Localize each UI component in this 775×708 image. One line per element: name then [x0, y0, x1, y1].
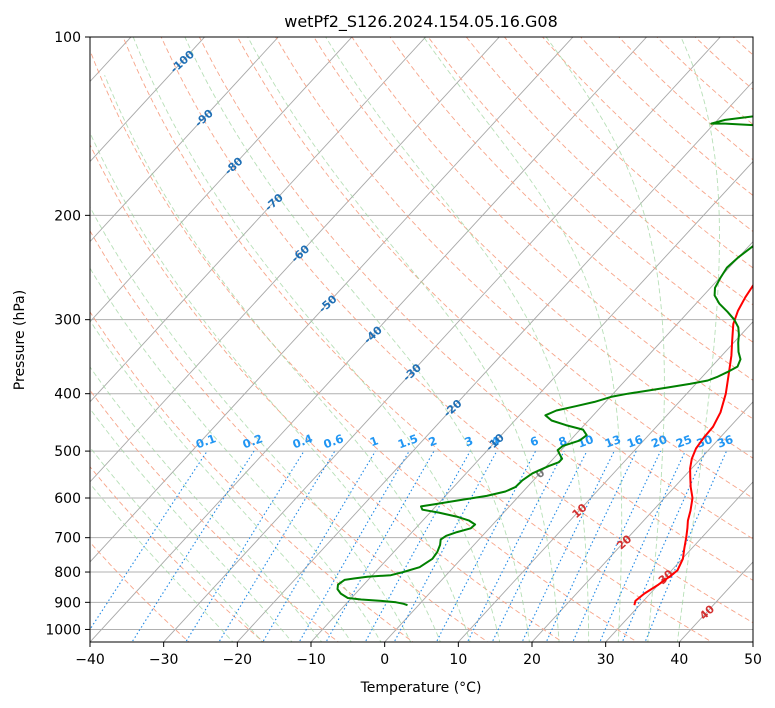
mixing-ratio-labels: 0.1 0.2 0.4 0.6 1 1.5 2 3 4 6 8 10 13 16 20 25 30 36 — [194, 431, 735, 451]
dry-adiabat-line — [313, 37, 753, 459]
moist-adiabat-line — [132, 37, 501, 642]
x-tick-label: −40 — [75, 652, 105, 668]
plot-frame — [89, 36, 754, 643]
temperature-profile-line — [633, 283, 753, 606]
y-tick-label: 1000 — [45, 622, 81, 638]
moist-adiabat-line — [545, 37, 665, 642]
mixing-ratio-label: 20 — [649, 432, 669, 451]
dry-adiabat-line — [122, 37, 713, 642]
y-tick-label: 600 — [54, 491, 81, 507]
isotherm-line — [163, 37, 721, 642]
moist-adiabat-line — [90, 366, 323, 642]
moist-adiabat-line — [184, 37, 530, 642]
mixing-ratio-line — [262, 450, 376, 642]
mixing-ratio-line — [393, 450, 498, 642]
mixing-ratio-line — [572, 450, 662, 642]
background-lines — [90, 37, 753, 642]
moist-adiabat-line — [90, 319, 352, 642]
mixing-ratio-line — [435, 450, 537, 642]
mixing-ratio-label: 0.2 — [241, 431, 265, 451]
mixing-ratio-label: 10 — [576, 432, 596, 451]
moist-adiabat-line — [90, 131, 441, 642]
isotherm-line — [90, 37, 206, 163]
profiles — [336, 115, 753, 607]
isotherm-line — [605, 481, 753, 642]
dry-adiabat-line — [90, 143, 564, 642]
moist-adiabat-line — [247, 37, 560, 642]
dry-adiabat-line — [427, 37, 753, 343]
mixing-ratio-label: 25 — [674, 432, 694, 451]
x-tick-label: −10 — [296, 652, 326, 668]
mixing-ratio-line — [131, 450, 255, 642]
y-tick-label: 500 — [54, 444, 81, 460]
plot-area — [90, 37, 753, 642]
x-tick-label: 50 — [744, 652, 762, 668]
mixing-ratio-label: 0.6 — [321, 431, 345, 451]
moist-adiabat-line — [423, 37, 623, 642]
mixing-ratio-label: 0.1 — [194, 431, 218, 451]
isotherm-line — [90, 37, 648, 642]
moist-adiabat-line — [90, 482, 234, 642]
mixing-ratio-line — [466, 450, 565, 642]
dry-adiabat-line — [160, 37, 753, 624]
dry-adiabat-line — [90, 389, 339, 642]
isotherm-line — [90, 37, 427, 403]
mixing-ratio-line — [298, 450, 410, 642]
moist-adiabat-line — [90, 408, 293, 642]
moist-adiabat-line — [90, 267, 382, 642]
y-tick-label: 800 — [54, 565, 81, 581]
isotherm-line — [90, 37, 279, 243]
axis-ticks: −40 −30 −20 −10 0 10 20 30 40 50 100 200 300 400 500 60… — [45, 30, 762, 668]
moist-adiabat-line — [325, 37, 590, 642]
y-tick-label: 100 — [54, 30, 81, 46]
x-tick-label: 20 — [523, 652, 541, 668]
isotherm-line — [310, 160, 753, 642]
mixing-ratio-line — [90, 450, 208, 631]
x-tick-label: 30 — [597, 652, 615, 668]
dewpoint-profile-line — [336, 115, 753, 607]
x-tick-label: −20 — [223, 652, 253, 668]
dry-adiabat-line — [90, 229, 489, 642]
isotherm-line — [236, 80, 753, 642]
mixing-ratio-label: 1.5 — [396, 431, 420, 451]
y-tick-label: 400 — [54, 387, 81, 403]
x-axis-label: Temperature (°C) — [360, 680, 482, 696]
y-tick-label: 300 — [54, 313, 81, 329]
mixing-ratio-label: 0.4 — [291, 431, 315, 451]
y-axis-label: Pressure (hPa) — [12, 290, 28, 390]
y-tick-label: 700 — [54, 531, 81, 547]
mixing-ratio-label: 36 — [715, 432, 735, 451]
mixing-ratio-label: 30 — [694, 432, 714, 451]
moist-adiabat-line — [90, 446, 264, 642]
dry-adiabat-line — [465, 37, 753, 306]
mixing-ratio-line — [185, 450, 305, 642]
chart-title: wetPf2_S126.2024.154.05.16.G08 — [284, 12, 558, 32]
x-tick-label: 40 — [670, 652, 688, 668]
x-tick-label: −30 — [149, 652, 179, 668]
mixing-ratio-label: 16 — [625, 432, 645, 451]
mixing-ratio-line — [545, 450, 637, 642]
mixing-ratio-line — [218, 450, 336, 642]
mixing-ratio-label: 13 — [603, 432, 623, 451]
dry-adiabat-line — [90, 49, 638, 642]
dry-adiabat-line — [198, 37, 753, 581]
mixing-ratio-line — [644, 450, 728, 642]
dry-adiabat-line — [351, 37, 753, 420]
isotherm-line — [90, 37, 353, 323]
mixing-ratio-line — [521, 450, 615, 642]
moist-adiabat-line — [104, 75, 471, 642]
isotherm-line — [384, 240, 753, 642]
y-tick-label: 900 — [54, 595, 81, 611]
x-tick-label: 10 — [449, 652, 467, 668]
isotherm-line — [531, 401, 753, 642]
isotherm-line — [90, 37, 574, 563]
isotherm-line — [90, 37, 500, 483]
x-tick-label: 0 — [380, 652, 389, 668]
y-tick-label: 200 — [54, 208, 81, 224]
moist-adiabat-line — [90, 206, 412, 642]
